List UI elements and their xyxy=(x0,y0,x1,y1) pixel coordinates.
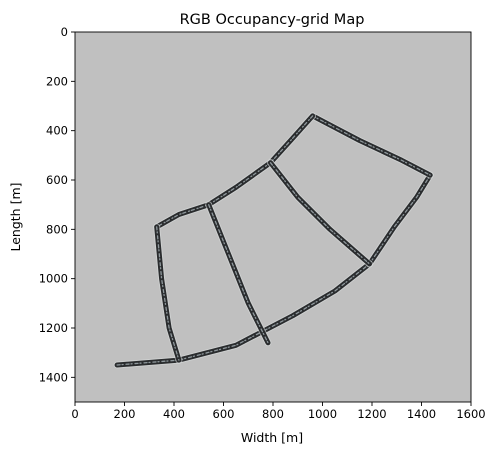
chart-title: RGB Occupancy-grid Map xyxy=(180,12,365,28)
x-tick-label: 400 xyxy=(163,407,185,421)
road-middle-left-diagonal xyxy=(205,201,272,347)
road-texture xyxy=(208,204,269,344)
road-surface xyxy=(268,160,372,267)
road-network xyxy=(113,112,434,369)
road-top-left-road xyxy=(267,112,317,167)
x-tick-label: 800 xyxy=(262,407,284,421)
road-left-vertical-road xyxy=(153,223,183,364)
road-middle-right-diagonal xyxy=(267,159,373,268)
y-axis: 0 200 400 600 800 1000 1200 1400 xyxy=(39,25,75,384)
x-tick-label: 1400 xyxy=(407,407,436,421)
road-texture xyxy=(269,115,314,164)
road-texture xyxy=(311,115,431,176)
road-top-right-road xyxy=(309,112,434,179)
x-tick-label: 200 xyxy=(114,407,136,421)
road-texture xyxy=(156,226,180,361)
y-tick-label: 1200 xyxy=(39,321,68,335)
x-tick-label: 1000 xyxy=(308,407,337,421)
x-axis-label: Width [m] xyxy=(241,430,303,445)
y-tick-label: 600 xyxy=(46,173,68,187)
y-tick-label: 800 xyxy=(46,222,68,236)
x-tick-label: 600 xyxy=(213,407,235,421)
y-tick-label: 200 xyxy=(46,74,68,88)
y-tick-label: 400 xyxy=(46,124,68,138)
x-tick-label: 1600 xyxy=(456,407,485,421)
y-tick-label: 1400 xyxy=(39,370,68,384)
x-axis: 0 200 400 600 800 1000 1200 1400 1600 xyxy=(71,402,486,421)
road-right-road xyxy=(366,171,434,268)
x-tick-label: 0 xyxy=(71,407,78,421)
plot-area xyxy=(74,31,472,403)
road-texture xyxy=(368,174,431,265)
y-tick-label: 0 xyxy=(61,25,68,39)
y-axis-label: Length [m] xyxy=(8,182,23,251)
map-background xyxy=(75,32,471,402)
y-tick-label: 1000 xyxy=(39,272,68,286)
x-tick-label: 1200 xyxy=(357,407,386,421)
